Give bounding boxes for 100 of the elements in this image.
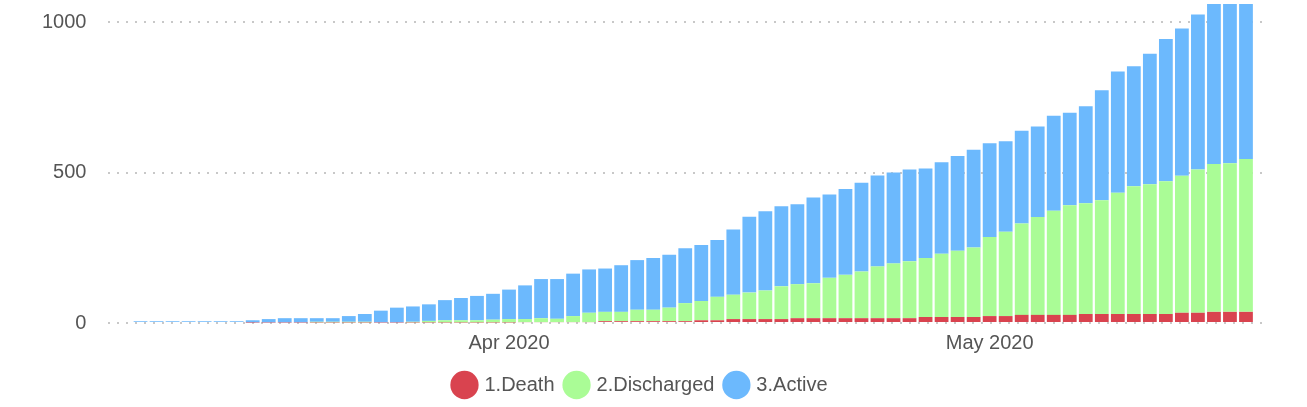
bar bbox=[1014, 223, 1029, 315]
y-tick-label: 0 bbox=[75, 310, 87, 333]
bar bbox=[966, 149, 981, 248]
bar bbox=[1142, 184, 1157, 314]
bar bbox=[389, 307, 404, 323]
bar bbox=[790, 318, 805, 322]
bar bbox=[1014, 130, 1029, 224]
y-tick-label: 1000 bbox=[41, 9, 87, 32]
bar bbox=[1030, 217, 1045, 315]
legend-label: 2.Discharged bbox=[596, 372, 715, 395]
bar bbox=[1207, 311, 1221, 322]
bar bbox=[277, 318, 292, 323]
bar bbox=[1207, 4, 1221, 165]
bar bbox=[1142, 313, 1157, 322]
bar bbox=[1110, 192, 1125, 314]
bar bbox=[854, 318, 869, 322]
bar bbox=[1158, 181, 1173, 314]
bar bbox=[918, 168, 933, 258]
bar bbox=[678, 303, 693, 322]
bar bbox=[966, 247, 981, 317]
bar bbox=[758, 319, 773, 322]
bar bbox=[1239, 4, 1253, 159]
bar bbox=[886, 172, 901, 264]
bar bbox=[838, 318, 853, 322]
bar bbox=[806, 197, 821, 284]
bar bbox=[1126, 313, 1141, 322]
bar bbox=[614, 311, 629, 322]
bar bbox=[870, 175, 885, 267]
bar bbox=[998, 316, 1013, 322]
bar bbox=[1191, 14, 1205, 170]
bar bbox=[1158, 38, 1173, 182]
bar bbox=[614, 265, 629, 312]
bar bbox=[1126, 186, 1141, 314]
bar bbox=[950, 250, 965, 317]
bar bbox=[1239, 158, 1253, 312]
bar bbox=[1207, 164, 1221, 312]
bar bbox=[886, 263, 901, 319]
bar bbox=[822, 318, 837, 322]
bar bbox=[998, 141, 1013, 232]
bar bbox=[742, 319, 757, 322]
bar bbox=[502, 289, 516, 320]
bar bbox=[486, 293, 500, 320]
bar bbox=[1046, 210, 1061, 315]
bar bbox=[518, 285, 532, 320]
bar bbox=[742, 292, 757, 320]
bar bbox=[982, 236, 997, 317]
bar bbox=[854, 271, 869, 319]
bar bbox=[598, 268, 613, 312]
bar bbox=[1062, 314, 1077, 322]
bar bbox=[470, 295, 484, 321]
bar bbox=[902, 318, 917, 322]
bar bbox=[982, 316, 997, 322]
bar bbox=[854, 182, 869, 272]
bar bbox=[582, 312, 597, 323]
bar bbox=[1094, 90, 1109, 201]
bar bbox=[1239, 311, 1253, 322]
bar bbox=[710, 296, 725, 321]
bar bbox=[1046, 115, 1061, 211]
bar bbox=[1014, 314, 1029, 322]
bar bbox=[774, 319, 789, 322]
bar bbox=[341, 316, 356, 322]
bar bbox=[1094, 200, 1109, 314]
bar bbox=[373, 310, 388, 323]
bar bbox=[806, 318, 821, 322]
bar bbox=[742, 216, 757, 293]
bar bbox=[550, 318, 564, 323]
bar bbox=[598, 311, 613, 322]
bar bbox=[422, 304, 436, 321]
bar bbox=[838, 189, 853, 275]
bar bbox=[646, 309, 661, 322]
bar bbox=[918, 258, 933, 317]
y-tick-label: 500 bbox=[53, 160, 87, 183]
bar bbox=[678, 248, 693, 304]
bar bbox=[918, 316, 933, 322]
bar bbox=[822, 194, 837, 278]
bar bbox=[758, 211, 773, 291]
legend-label: 1.Death bbox=[484, 372, 555, 395]
bar bbox=[950, 155, 965, 251]
bar bbox=[1126, 66, 1141, 187]
bar bbox=[1223, 163, 1237, 312]
bar bbox=[534, 279, 548, 319]
bar bbox=[1094, 313, 1109, 322]
bar bbox=[630, 260, 645, 310]
bar bbox=[1158, 313, 1173, 322]
bar bbox=[293, 318, 308, 323]
bar bbox=[694, 245, 709, 302]
bar bbox=[406, 306, 420, 322]
bar bbox=[870, 318, 885, 322]
bar bbox=[790, 284, 805, 319]
bar bbox=[1078, 106, 1093, 204]
bar bbox=[1110, 71, 1125, 193]
bar bbox=[566, 316, 580, 323]
bar bbox=[822, 277, 837, 319]
bar bbox=[694, 301, 709, 321]
bar bbox=[726, 229, 741, 295]
bar bbox=[790, 204, 805, 285]
bar bbox=[726, 319, 741, 322]
bar bbox=[454, 298, 468, 321]
bar bbox=[1175, 28, 1189, 176]
x-tick-label: May 2020 bbox=[945, 330, 1034, 353]
